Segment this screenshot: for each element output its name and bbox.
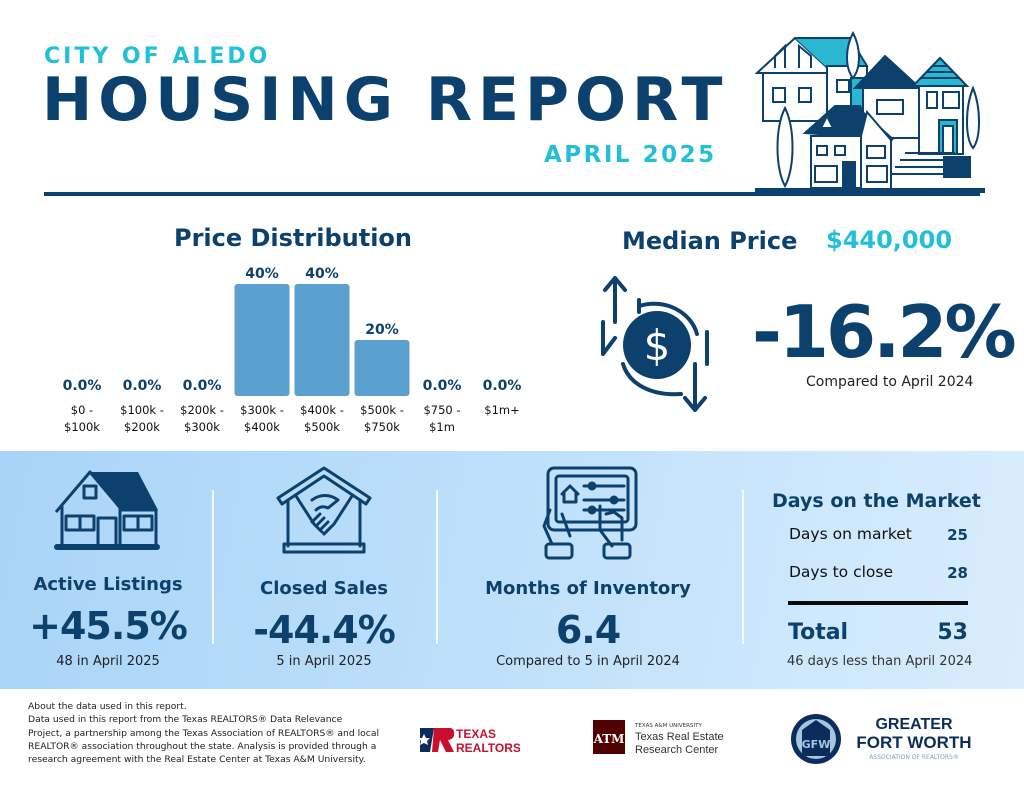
days-total-note: 46 days less than April 2024 (787, 654, 973, 669)
svg-text:GFW: GFW (802, 738, 831, 751)
svg-text:$: $ (644, 321, 671, 370)
texas-realtors-line1: TEXAS (456, 727, 496, 741)
about-line: REALTOR® association throughout the stat… (28, 740, 377, 752)
bar-data-label: 0.0% (423, 378, 462, 394)
handshake-house-icon (276, 466, 372, 554)
texas-realtors-logo: TEXAS REALTORS (420, 727, 520, 755)
greater-fort-worth-logo: GFW GREATER FORT WORTH ASSOCIATION OF RE… (791, 714, 972, 764)
bar-data-label: 0.0% (123, 378, 162, 394)
days-total-value: 53 (937, 620, 968, 645)
bar-4 (294, 284, 350, 396)
report-title: HOUSING REPORT (42, 65, 729, 135)
about-data-text: About the data used in this report. Data… (28, 700, 398, 766)
stats-divider (436, 490, 438, 644)
about-line: Data used in this report from the Texas … (28, 714, 343, 726)
category-label: $750 - (423, 403, 460, 417)
closed-sales-title: Closed Sales (259, 578, 389, 599)
closed-sales-sub: 5 in April 2025 (276, 654, 372, 669)
category-label: $100k (64, 420, 100, 434)
stats-divider (212, 490, 214, 644)
bar-data-label: 0.0% (63, 378, 102, 394)
category-label: $750k (364, 420, 400, 434)
svg-text:ATM: ATM (593, 732, 624, 746)
median-price-value: $440,000 (826, 226, 953, 254)
days-on-market-row-value: 25 (947, 526, 968, 544)
category-label: $200k (124, 420, 160, 434)
days-on-market-row-label: Days on market (789, 525, 912, 543)
active-listings-value: +45.5% (29, 604, 188, 648)
bar-data-label: 0.0% (483, 378, 522, 394)
stats-band (0, 451, 1024, 689)
days-to-close-row-label: Days to close (789, 563, 894, 581)
dollar-exchange-icon: $ (601, 276, 709, 412)
price-distribution-title: Price Distribution (173, 224, 413, 252)
price-distribution-chart: 0.0% 0.0% 0.0% 40% 40% 20% 0.0% 0.0% $0 - $100k $… (63, 266, 522, 434)
category-label: $400k - (300, 403, 344, 417)
category-label: $300k (184, 420, 220, 434)
city-name: CITY OF ALEDO (44, 44, 271, 69)
days-total-divider (788, 601, 968, 605)
bar-data-label: 20% (365, 322, 399, 338)
days-total-label: Total (788, 620, 849, 645)
about-line: research agreement with the Real Estate … (28, 754, 366, 766)
houses-illustration (755, 30, 985, 193)
bar-data-label: 40% (245, 266, 279, 282)
median-price-change: -16.2% (752, 290, 1017, 374)
gfw-line1: GREATER (875, 716, 952, 733)
tamu-small-text: TEXAS A&M UNIVERSITY (634, 723, 702, 729)
active-listings-title: Active Listings (33, 574, 183, 595)
category-label: $1m+ (484, 403, 519, 417)
bar-data-label: 40% (305, 266, 339, 282)
texas-realtors-line2: REALTORS (456, 741, 520, 755)
category-label: $500k (304, 420, 340, 434)
category-label: $0 - (71, 403, 93, 417)
category-label: $100k - (120, 403, 164, 417)
median-price-compare: Compared to April 2024 (806, 374, 974, 390)
months-inventory-sub: Compared to 5 in April 2024 (496, 654, 680, 669)
category-label: $500k - (360, 403, 404, 417)
tamu-line1: Texas Real Estate (635, 731, 724, 743)
header-divider (44, 192, 980, 196)
tamu-real-estate-center-logo: ATM TEXAS A&M UNIVERSITY Texas Real Esta… (593, 720, 724, 756)
tablet-settings-icon (542, 466, 638, 560)
bar-data-label: 0.0% (183, 378, 222, 394)
days-on-market-title: Days on the Market (772, 490, 981, 512)
house-icon (54, 470, 160, 550)
active-listings-sub: 48 in April 2025 (56, 654, 160, 669)
months-inventory-value: 6.4 (555, 608, 621, 652)
bar-5 (354, 340, 410, 396)
closed-sales-value: -44.4% (253, 608, 396, 652)
days-to-close-row-value: 28 (947, 564, 968, 582)
category-label: $400k (244, 420, 280, 434)
stats-divider (742, 490, 744, 644)
gfw-line2: FORT WORTH (856, 733, 971, 752)
category-label: $300k - (240, 403, 284, 417)
about-line: About the data used in this report. (28, 701, 187, 712)
about-line: Project, a partnership among the Texas A… (28, 727, 380, 739)
months-inventory-title: Months of Inventory (485, 578, 691, 599)
category-label: $1m (429, 420, 455, 434)
report-month: APRIL 2025 (544, 142, 717, 168)
tamu-line2: Research Center (635, 744, 718, 756)
median-price-label: Median Price (622, 227, 798, 255)
category-label: $200k - (180, 403, 224, 417)
gfw-line3: ASSOCIATION OF REALTORS® (869, 754, 959, 761)
bar-3 (234, 284, 290, 396)
